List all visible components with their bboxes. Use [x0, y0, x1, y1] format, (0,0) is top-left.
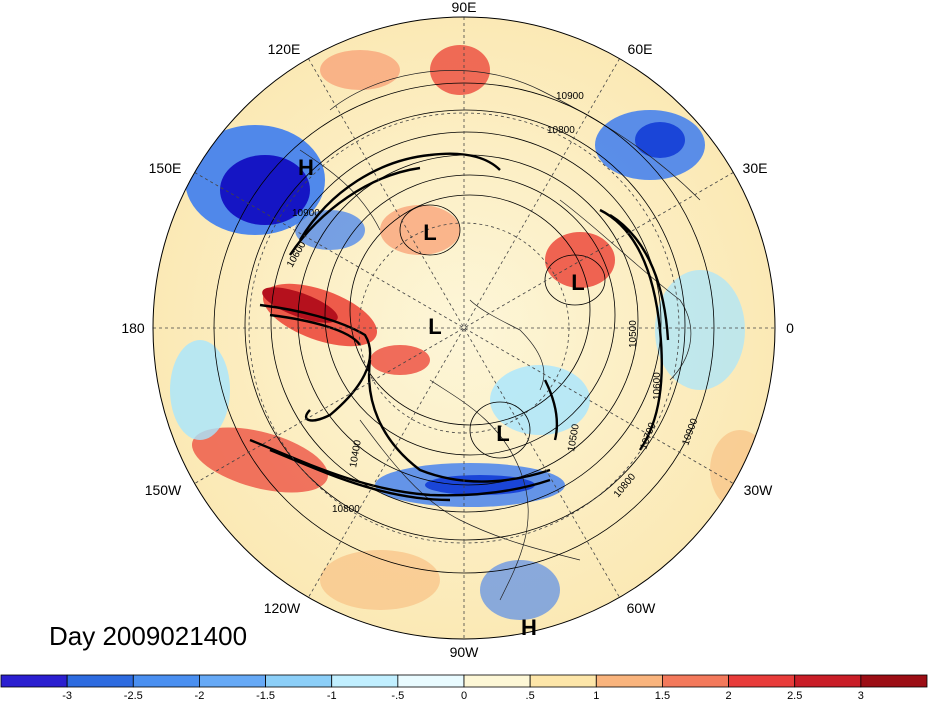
low-pressure-marker: L [428, 314, 441, 339]
colorbar-tick-label: 2.5 [787, 690, 802, 702]
map-disk [153, 17, 775, 639]
coastlines [299, 70, 701, 601]
longitude-labels: 90E 60E 30E 0 30W 60W 90W 120W 150W 180 … [121, 0, 794, 660]
contour-label: 10500 [566, 423, 582, 453]
colorbar-swatch [595, 674, 663, 688]
lon-label-150e: 150E [149, 160, 182, 176]
contour-label: 10400 [348, 439, 364, 469]
colorbar-tick-label: -.5 [391, 690, 404, 702]
lon-label-120w: 120W [264, 600, 301, 616]
contour-label: 10600 [652, 372, 663, 400]
colorbar-swatch [662, 674, 729, 688]
colorbar-swatch [860, 674, 928, 688]
colorbar-swatch [794, 674, 862, 688]
colorbar-swatch [397, 674, 465, 688]
date-label: Day 2009021400 [49, 621, 247, 651]
colorbar: -3 -2.5 -2 -1.5 -1 -.5 0 .5 1 1.5 2 2.5 3 [0, 674, 928, 702]
colorbar-swatch [331, 674, 399, 688]
lon-label-60w: 60W [627, 600, 657, 616]
anomaly-field [170, 45, 770, 620]
colorbar-swatch [529, 674, 597, 688]
colorbar-tick-label: 1 [593, 690, 599, 702]
lon-label-150w: 150W [145, 482, 182, 498]
colorbar-swatch [66, 674, 134, 688]
high-pressure-marker: H [298, 155, 314, 180]
jet-streams [249, 152, 670, 502]
colorbar-swatch [0, 674, 68, 688]
graticule [153, 17, 775, 639]
colorbar-tick-label: .5 [526, 690, 535, 702]
contour-label: 10900 [556, 91, 584, 102]
pressure-centers: H L L L L H [298, 155, 585, 640]
colorbar-tick-label: 2 [726, 690, 732, 702]
low-pressure-marker: L [496, 421, 509, 446]
high-pressure-marker: H [521, 615, 537, 640]
colorbar-tick-label: -2 [195, 690, 205, 702]
contour-label: 10900 [292, 208, 320, 219]
lon-label-180: 180 [121, 320, 145, 336]
lon-label-30w: 30W [744, 482, 774, 498]
contour-label: 10800 [547, 125, 575, 136]
lon-label-120e: 120E [268, 41, 301, 57]
colorbar-tick-label: -3 [62, 690, 72, 702]
contour-label: 10800 [332, 504, 360, 515]
colorbar-swatch [728, 674, 796, 688]
contour-label: 10500 [628, 320, 639, 348]
lon-label-0: 0 [786, 320, 794, 336]
colorbar-swatch [265, 674, 333, 688]
colorbar-tick-label: -1 [327, 690, 337, 702]
colorbar-tick-label: 1.5 [655, 690, 670, 702]
colorbar-tick-label: -2.5 [124, 690, 143, 702]
colorbar-tick-label: -1.5 [256, 690, 275, 702]
colorbar-swatch [463, 674, 531, 688]
lon-label-60e: 60E [628, 41, 653, 57]
lon-label-30e: 30E [743, 160, 768, 176]
colorbar-swatch [199, 674, 266, 688]
colorbar-tick-label: 0 [461, 690, 467, 702]
low-pressure-marker: L [571, 270, 584, 295]
colorbar-swatch [132, 674, 200, 688]
lon-label-90e: 90E [452, 0, 477, 15]
map-border [152, 16, 776, 640]
lon-label-90w: 90W [450, 644, 480, 660]
low-pressure-marker: L [423, 220, 436, 245]
colorbar-tick-label: 3 [858, 690, 864, 702]
